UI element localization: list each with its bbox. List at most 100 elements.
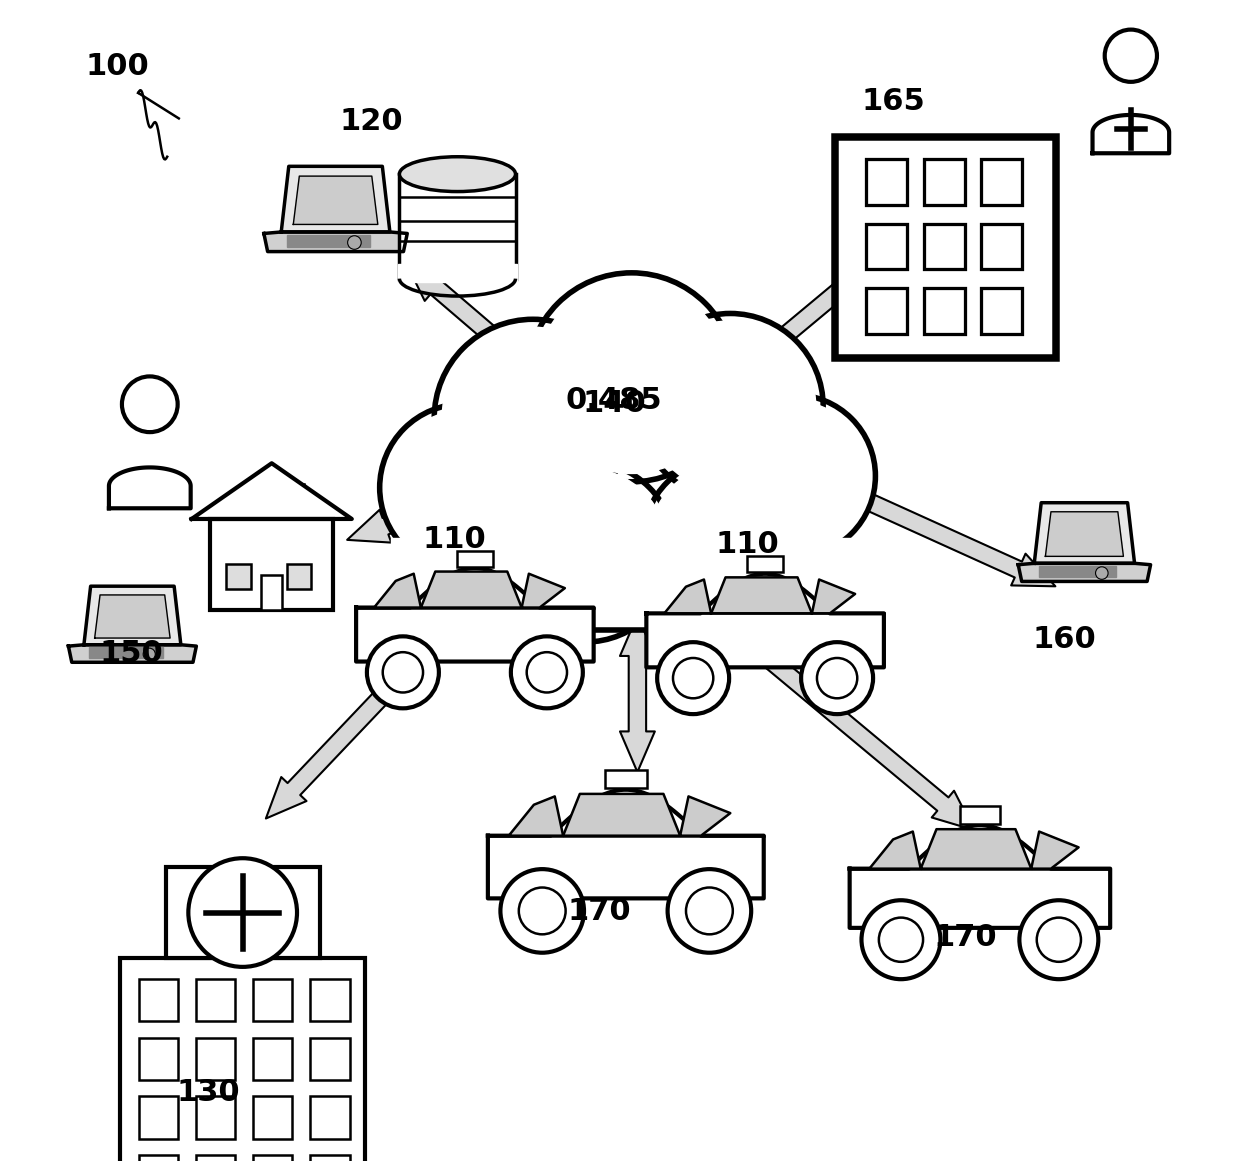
Bar [456,550,492,567]
Bar [253,979,293,1022]
Circle shape [443,327,624,509]
Polygon shape [711,577,812,613]
Polygon shape [508,796,563,836]
Text: 100: 100 [86,52,150,81]
Bar [960,806,999,823]
Text: 120: 120 [339,107,403,136]
Polygon shape [264,232,407,252]
Circle shape [122,376,177,432]
Polygon shape [84,586,181,644]
Bar [262,575,283,610]
Polygon shape [1092,115,1169,153]
Bar [139,1038,179,1080]
Bar [398,264,517,281]
Bar [88,648,162,658]
Text: 130: 130 [176,1077,241,1106]
Polygon shape [849,825,1110,928]
Circle shape [713,395,875,557]
Bar [139,1096,179,1139]
Text: 165: 165 [862,87,925,116]
Circle shape [719,402,869,550]
Circle shape [347,236,361,250]
Circle shape [387,411,541,564]
Polygon shape [563,794,680,836]
Bar [310,1096,350,1139]
Circle shape [502,468,668,635]
Bar [310,1038,350,1080]
Polygon shape [294,176,378,224]
Bar [196,979,236,1022]
Polygon shape [94,594,170,639]
Circle shape [817,658,857,698]
Polygon shape [522,574,565,607]
Bar [120,958,365,1161]
Circle shape [527,652,567,692]
Circle shape [423,459,562,598]
Polygon shape [265,580,492,819]
Bar [981,288,1023,334]
Circle shape [657,642,729,714]
Polygon shape [1045,512,1123,556]
Polygon shape [665,579,711,613]
Polygon shape [707,226,916,401]
Circle shape [673,658,713,698]
Text: 160: 160 [1032,625,1096,654]
Circle shape [1019,900,1099,979]
Polygon shape [1018,563,1151,582]
Circle shape [367,636,439,708]
Text: 170: 170 [568,896,631,925]
Text: 110: 110 [715,529,779,558]
Text: 150: 150 [100,639,164,668]
Circle shape [645,320,816,492]
Polygon shape [1034,503,1135,563]
Circle shape [536,281,728,474]
Circle shape [495,461,676,642]
Circle shape [686,887,733,935]
Polygon shape [420,571,522,607]
Text: 0.485: 0.485 [565,385,662,414]
Polygon shape [374,574,420,607]
Polygon shape [109,468,191,509]
Circle shape [862,900,940,979]
Circle shape [379,404,547,571]
Circle shape [511,636,583,708]
Polygon shape [689,591,975,830]
Polygon shape [281,166,389,232]
Bar [253,1038,293,1080]
Circle shape [434,319,631,517]
Bar [227,564,250,589]
Polygon shape [812,579,856,613]
Circle shape [801,642,873,714]
Bar [166,867,320,958]
Bar [924,159,965,204]
Bar [211,519,334,610]
Bar [605,770,647,788]
Polygon shape [486,592,557,633]
Bar [286,235,370,247]
Ellipse shape [399,157,516,192]
Bar [139,1155,179,1161]
Circle shape [501,870,584,953]
Circle shape [1105,30,1157,81]
Polygon shape [487,789,764,899]
Circle shape [637,313,823,499]
Bar [981,159,1023,204]
Circle shape [188,858,298,967]
Polygon shape [869,831,920,868]
Polygon shape [192,463,352,519]
Bar [748,556,784,572]
Polygon shape [356,568,594,662]
Circle shape [383,652,423,692]
Circle shape [1096,567,1109,579]
Polygon shape [920,829,1032,868]
Bar [981,224,1023,269]
Text: 140: 140 [583,389,646,418]
Bar [1039,567,1116,577]
Circle shape [644,459,806,621]
Bar [253,1155,293,1161]
Bar [866,288,908,334]
Bar [866,224,908,269]
Circle shape [650,466,800,614]
Bar [289,484,305,519]
Polygon shape [646,574,884,668]
